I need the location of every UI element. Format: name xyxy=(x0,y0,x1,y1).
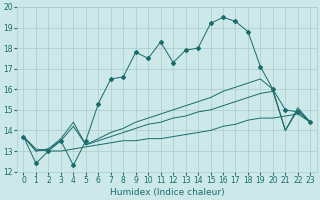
X-axis label: Humidex (Indice chaleur): Humidex (Indice chaleur) xyxy=(109,188,224,197)
